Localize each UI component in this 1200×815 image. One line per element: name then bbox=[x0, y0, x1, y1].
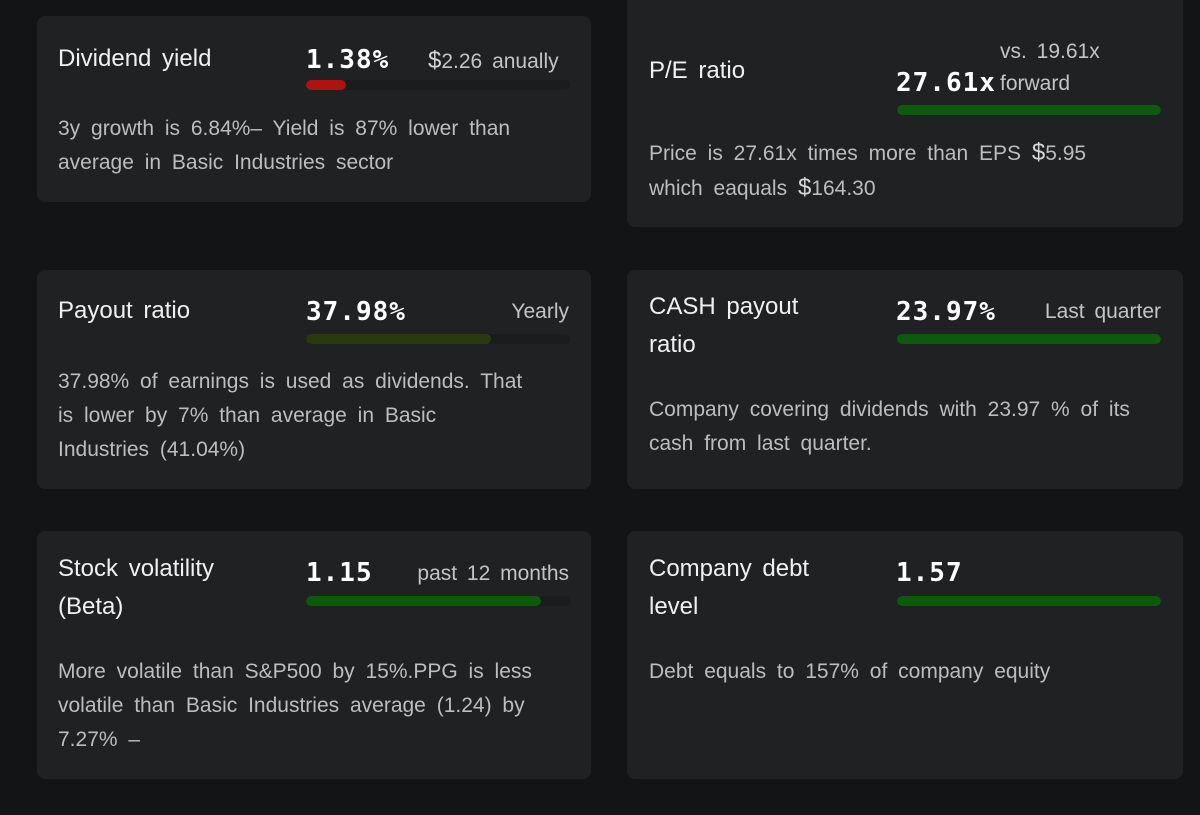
card-description: Debt equals to 157% of company equity bbox=[649, 660, 1051, 683]
payout-bar bbox=[306, 334, 570, 344]
debt-bar bbox=[897, 596, 1161, 606]
period-label: past 12 months bbox=[417, 562, 569, 585]
stock-volatility-card: Stock volatility (Beta) 1.15 past 12 mon… bbox=[37, 531, 591, 779]
card-title: Stock volatility (Beta) bbox=[58, 555, 215, 620]
yield-bar-fill bbox=[306, 80, 346, 90]
yield-bar bbox=[306, 80, 570, 90]
card-description: 3y growth is 6.84%– Yield is 87% lower t… bbox=[58, 117, 511, 174]
cash-payout-bar-fill bbox=[897, 334, 1161, 344]
company-debt-card: Company debt level 1.57 Debt equals to 1… bbox=[627, 531, 1183, 779]
period-label: forward bbox=[1000, 72, 1071, 95]
pe-ratio-card: vs. 19.61x P/E ratio 27.61x forward Pric… bbox=[627, 0, 1183, 227]
price-value: 164.30 bbox=[811, 177, 876, 200]
amount-value: 2.26 bbox=[441, 50, 483, 73]
pe-comparison: vs. 19.61x bbox=[1000, 40, 1100, 63]
description-text: Price is 27.61x times more than EPS bbox=[649, 142, 1021, 165]
volatility-bar bbox=[306, 596, 570, 606]
cash-payout-ratio-card: CASH payout ratio 23.97% Last quarter Co… bbox=[627, 270, 1183, 489]
dollar-icon: $ bbox=[1031, 139, 1046, 166]
card-description: Price is 27.61x times more than EPS $5.9… bbox=[649, 136, 1169, 206]
eps-value: 5.95 bbox=[1045, 142, 1087, 165]
dollar-icon: $ bbox=[428, 47, 442, 74]
period-label: anually bbox=[492, 50, 559, 73]
cash-payout-bar bbox=[897, 334, 1161, 344]
card-description: More volatile than S&P500 by 15%.PPG is … bbox=[58, 660, 532, 751]
metric-value: 37.98% bbox=[306, 297, 406, 327]
card-title: CASH payout ratio bbox=[649, 293, 799, 358]
metric-value: 1.15 bbox=[306, 558, 373, 588]
period-label: Yearly bbox=[511, 300, 569, 323]
pe-bar-fill bbox=[897, 105, 1161, 115]
metric-value: 1.57 bbox=[896, 558, 963, 588]
volatility-bar-fill bbox=[306, 596, 541, 606]
dividend-yield-card: Dividend yield 1.38% $2.26 anually 3y gr… bbox=[37, 16, 591, 202]
card-description: Company covering dividends with 23.97 % … bbox=[649, 398, 1130, 455]
card-title: P/E ratio bbox=[649, 57, 746, 84]
card-title: Payout ratio bbox=[58, 297, 191, 324]
dollar-icon: $ bbox=[797, 174, 812, 201]
payout-bar-fill bbox=[306, 334, 491, 344]
metric-value: 23.97% bbox=[896, 297, 996, 327]
dividend-amount: $2.26 anually bbox=[428, 47, 559, 75]
metric-value: 1.38% bbox=[306, 45, 390, 75]
debt-bar-fill bbox=[897, 596, 1161, 606]
period-label: Last quarter bbox=[1044, 300, 1161, 323]
card-title: Dividend yield bbox=[58, 45, 212, 72]
card-title: Company debt level bbox=[649, 555, 810, 620]
card-description: 37.98% of earnings is used as dividends.… bbox=[58, 370, 523, 461]
metric-value: 27.61x bbox=[896, 68, 996, 98]
payout-ratio-card: Payout ratio 37.98% Yearly 37.98% of ear… bbox=[37, 270, 591, 489]
pe-bar bbox=[897, 105, 1161, 115]
description-text: which eaquals bbox=[649, 177, 788, 200]
